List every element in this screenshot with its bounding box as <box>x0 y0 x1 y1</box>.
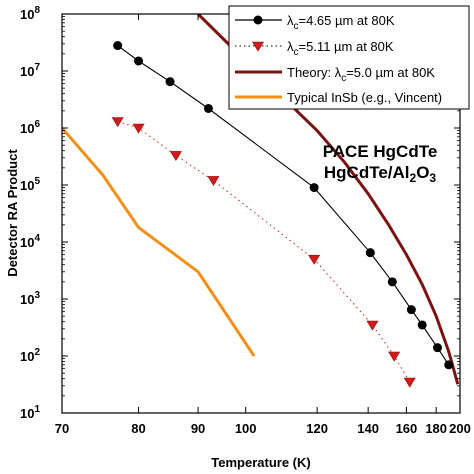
data-point-s465 <box>387 277 397 287</box>
legend-marker-triangle <box>251 41 265 52</box>
legend-item-insb: Typical InSb (e.g., Vincent) <box>235 90 442 105</box>
y-tick-label: 104 <box>20 233 40 250</box>
data-point-s511 <box>207 176 220 187</box>
data-point-s465 <box>309 183 319 193</box>
legend-item-s465: λc=4.65 µm at 80K <box>235 13 395 32</box>
y-tick-label: 107 <box>20 62 40 79</box>
data-point-s511 <box>111 117 124 128</box>
legend-marker-circle <box>253 15 263 25</box>
y-tick-label: 106 <box>20 119 40 136</box>
y-tick-label: 105 <box>20 176 40 193</box>
legend-box <box>228 5 470 110</box>
data-point-s511 <box>403 377 416 388</box>
data-point-s465 <box>365 248 375 258</box>
tick-layer: 70 80 90 100 120 140 160 180 200 108 107 106 105 104 1… <box>20 5 471 436</box>
y-tick-label: 102 <box>20 347 40 364</box>
data-point-s465 <box>406 305 416 315</box>
legend-label-s465: λc=4.65 µm at 80K <box>287 13 395 32</box>
y-axis-title: Detector RA Product <box>5 149 20 277</box>
x-tick-label: 160 <box>396 421 418 436</box>
series-line-insb <box>62 127 256 357</box>
data-point-s511 <box>132 123 145 134</box>
data-point-s465 <box>203 103 213 113</box>
legend-item-theory: Theory: λc=5.0 µm at 80K <box>235 65 435 84</box>
x-tick-label: 100 <box>235 421 257 436</box>
legend-label-s511: λc=5.11 µm at 80K <box>287 39 394 58</box>
data-point-s465 <box>417 320 427 330</box>
annotation: PACE HgCdTe HgCdTe/Al2O3 <box>323 142 438 185</box>
legend-label-insb: Typical InSb (e.g., Vincent) <box>287 90 442 105</box>
y-tick-label: 103 <box>20 290 40 307</box>
x-tick-label: 140 <box>357 421 379 436</box>
data-point-s511 <box>366 320 379 331</box>
x-tick-label: 180 <box>425 421 447 436</box>
legend-label-theory: Theory: λc=5.0 µm at 80K <box>287 65 435 84</box>
data-point-s511 <box>169 151 182 162</box>
x-tick-label: 80 <box>131 421 145 436</box>
data-point-s465 <box>444 360 454 370</box>
data-point-s465 <box>433 343 443 353</box>
x-tick-label: 200 <box>449 421 471 436</box>
legend-item-s511: λc=5.11 µm at 80K <box>235 39 394 58</box>
annotation-line2: HgCdTe/Al2O3 <box>324 163 437 185</box>
legend: λc=4.65 µm at 80K λc=5.11 µm at 80K Theo… <box>228 5 470 110</box>
annotation-line1: PACE HgCdTe <box>323 142 438 161</box>
data-point-s465 <box>134 56 144 66</box>
data-point-s511 <box>308 254 321 265</box>
data-point-s511 <box>388 351 401 362</box>
x-axis-title: Temperature (K) <box>211 455 310 470</box>
data-point-s465 <box>165 77 175 87</box>
y-tick-label: 101 <box>20 404 40 421</box>
y-tick-label: 108 <box>20 5 40 22</box>
x-tick-label: 90 <box>191 421 205 436</box>
x-tick-label: 70 <box>55 421 69 436</box>
series-line-s511 <box>117 121 411 383</box>
data-point-s465 <box>113 41 123 51</box>
x-tick-label: 120 <box>306 421 328 436</box>
